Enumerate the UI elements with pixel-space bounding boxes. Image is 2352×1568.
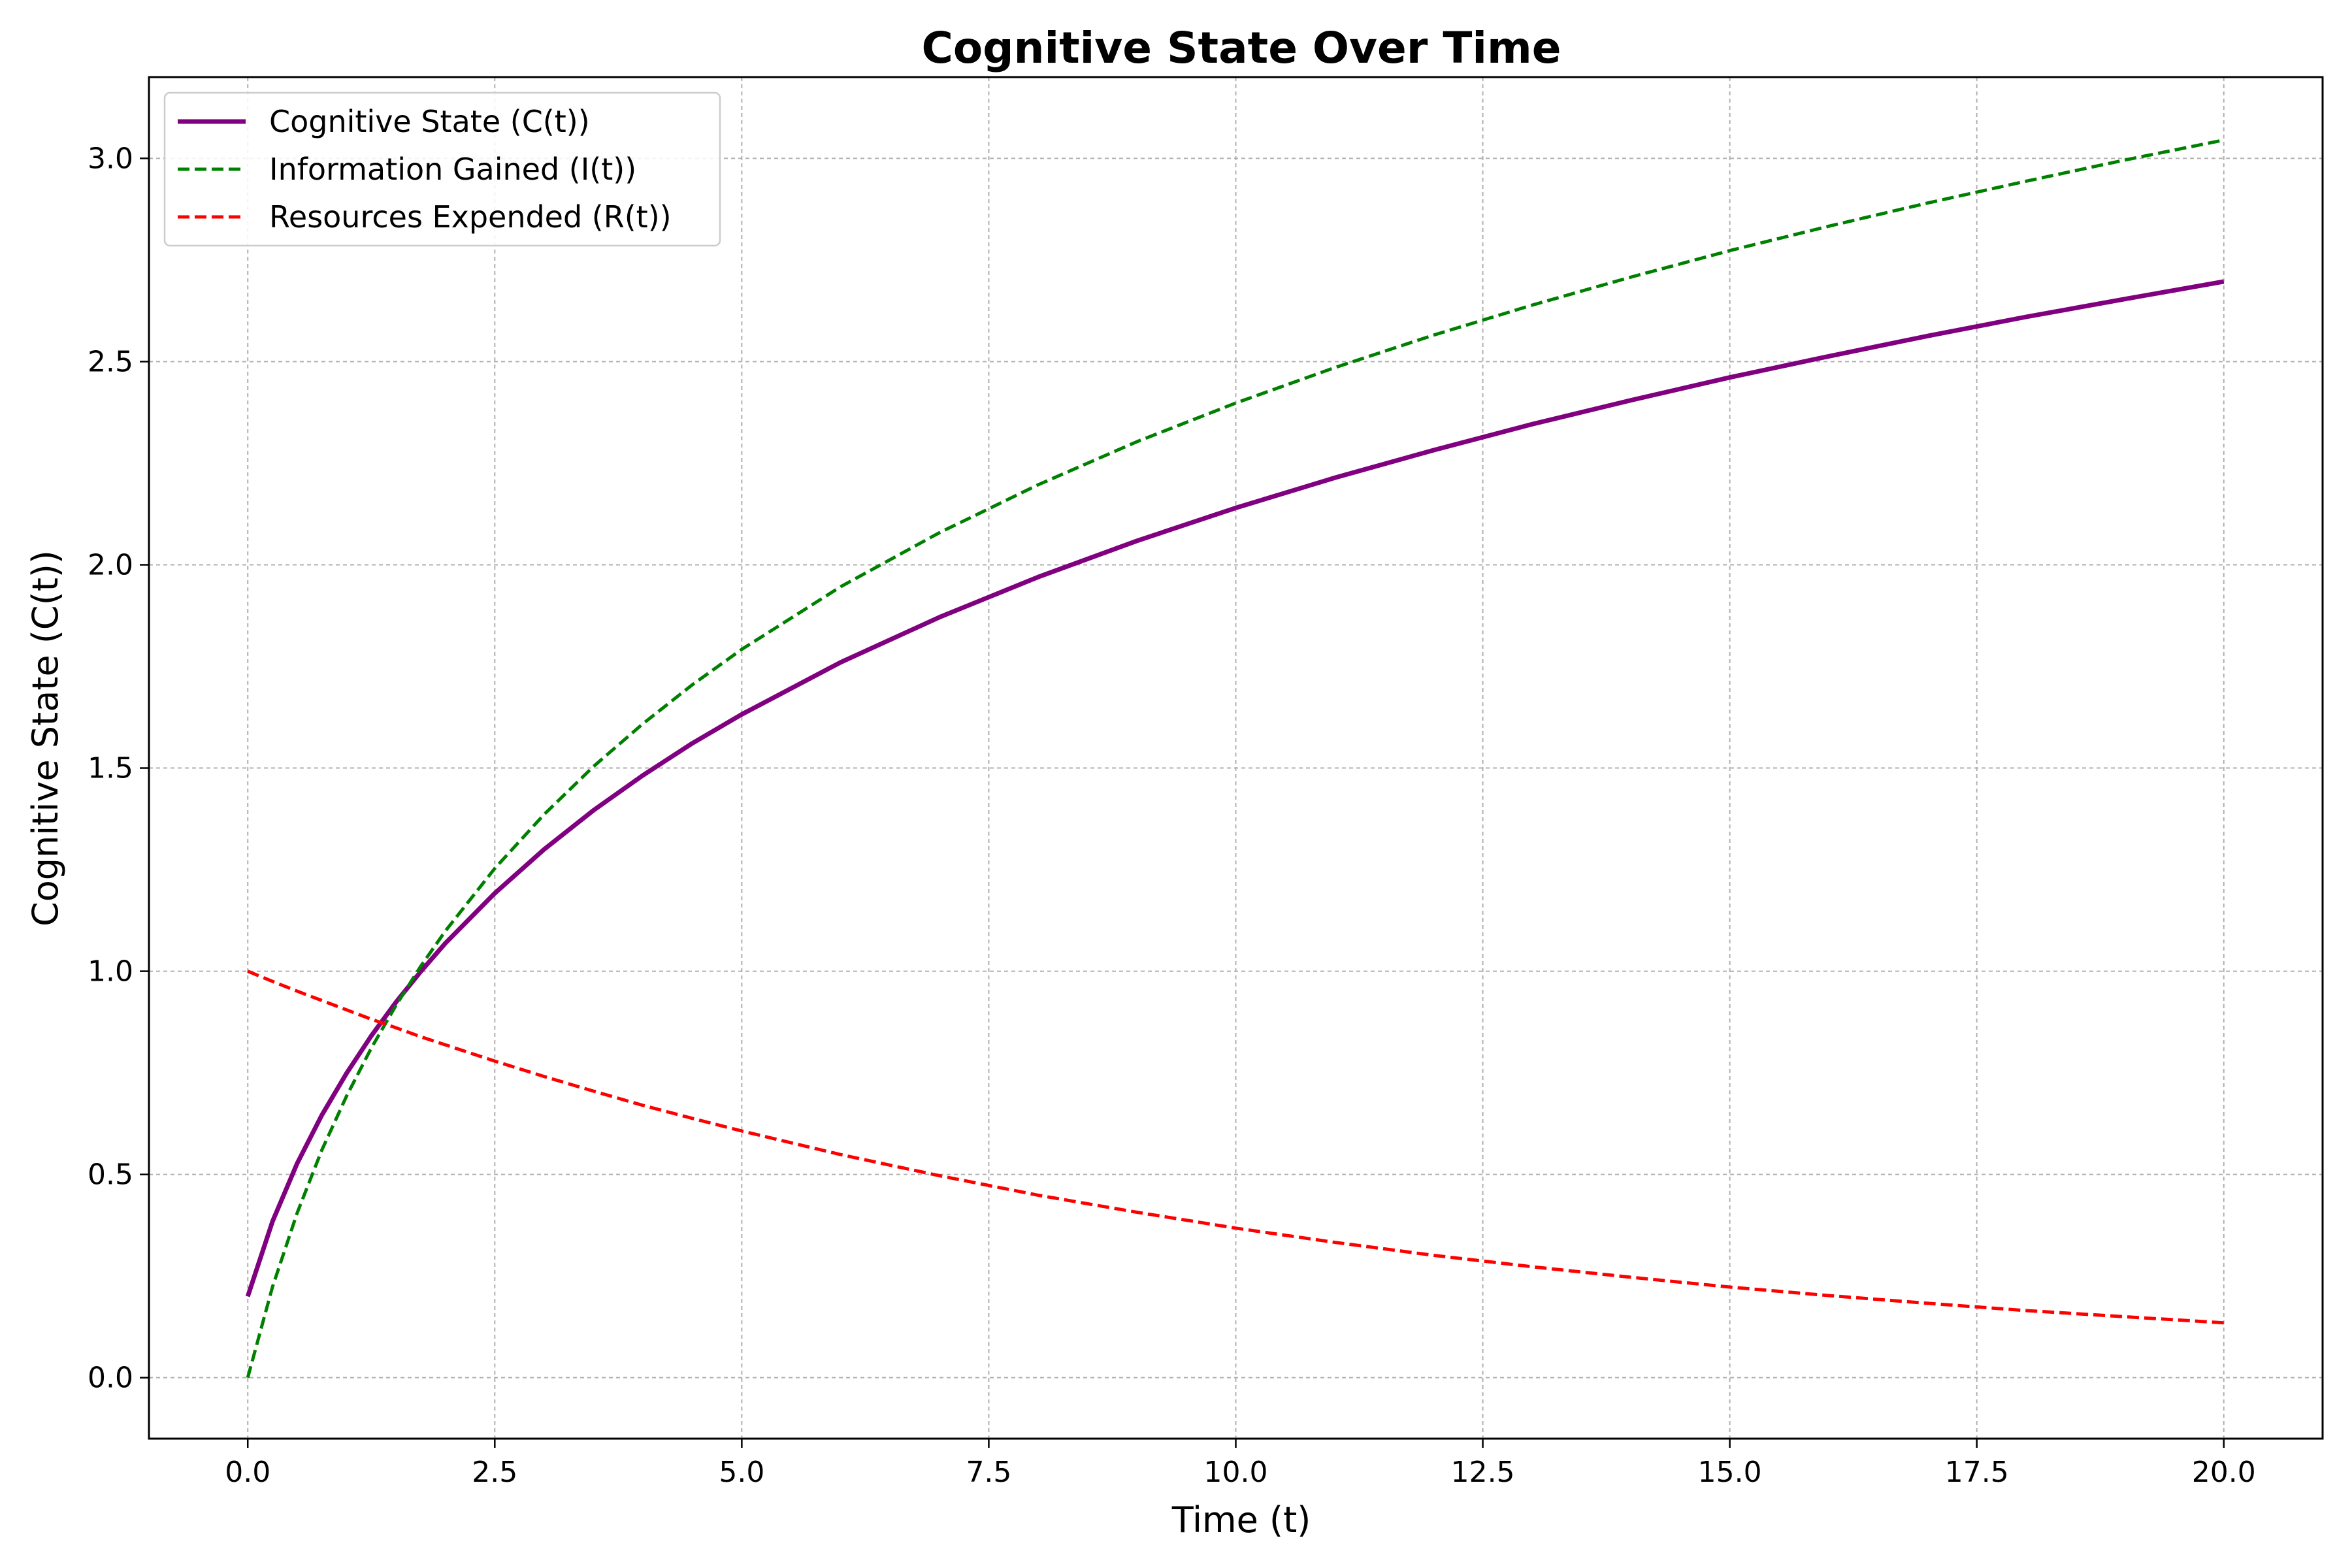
series-lines: [245, 138, 2225, 1379]
x-tick-label: 17.5: [1945, 1456, 2009, 1489]
x-tick-label: 7.5: [966, 1456, 1011, 1489]
axis-ticks: 0.0 2.5 5.0 7.5 10.0 12.5 15.0 17.5 20.0 0.0 0.5 1.…: [88, 142, 2256, 1489]
grid: [149, 77, 2323, 1439]
x-tick-label: 20.0: [2192, 1456, 2256, 1489]
series-line-resources-expended-r-t: [247, 970, 2224, 1325]
x-tick-label: 5.0: [719, 1456, 764, 1489]
x-tick-label: 15.0: [1698, 1456, 1762, 1489]
legend-box: [163, 91, 721, 247]
y-tick-label: 0.0: [88, 1362, 133, 1395]
legend-label: Cognitive State (C(t)): [269, 104, 590, 139]
x-tick-label: 12.5: [1451, 1456, 1515, 1489]
y-tick-label: 2.5: [88, 345, 133, 378]
series-line-information-gained-i-t: [246, 138, 2225, 1379]
x-tick-label: 10.0: [1204, 1456, 1268, 1489]
x-tick-label: 0.0: [225, 1456, 270, 1489]
y-tick-label: 1.5: [88, 752, 133, 785]
y-tick-label: 0.5: [88, 1158, 133, 1192]
y-tick-label: 3.0: [88, 142, 133, 175]
legend: Cognitive State (C(t)) Information Gained…: [163, 91, 721, 247]
legend-label: Resources Expended (R(t)): [269, 199, 672, 235]
y-tick-label: 2.0: [88, 549, 133, 582]
series-line-cognitive-state-c-t: [245, 279, 2225, 1298]
x-tick-label: 2.5: [472, 1456, 517, 1489]
legend-label: Information Gained (I(t)): [269, 152, 636, 187]
y-tick-label: 1.0: [88, 955, 133, 988]
y-axis-label: Cognitive State (C(t)): [25, 550, 66, 926]
x-axis-label: Time (t): [1171, 1499, 1311, 1541]
chart-title: Cognitive State Over Time: [921, 23, 1561, 73]
